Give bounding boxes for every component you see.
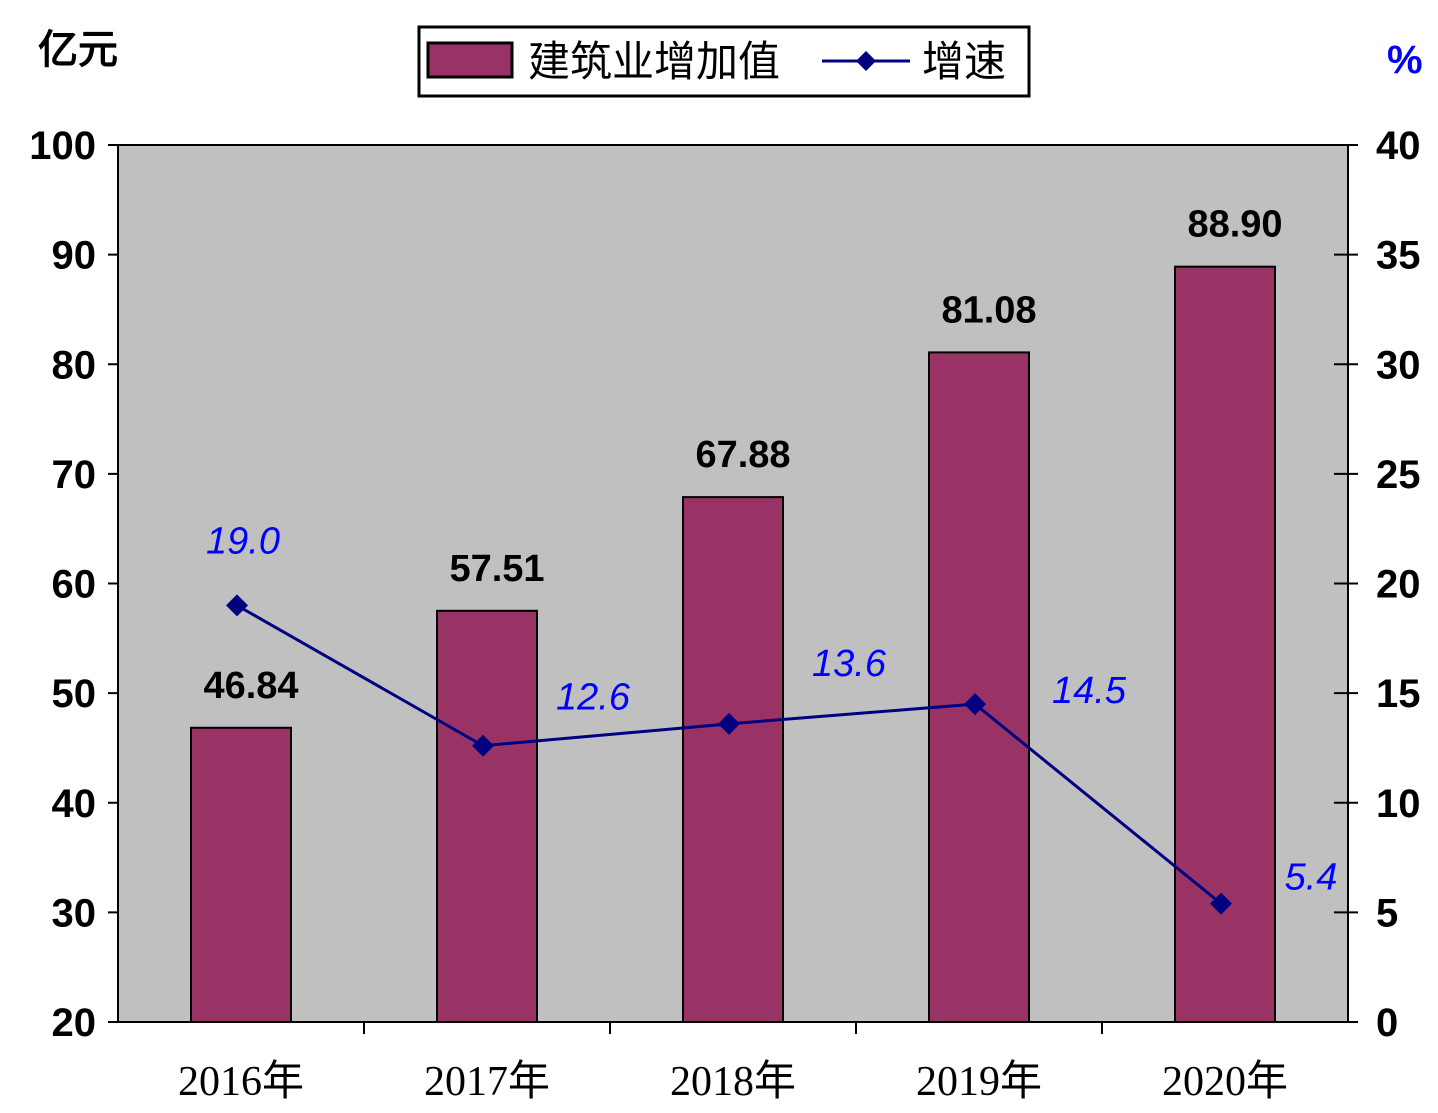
right-axis-tick-label: 30 <box>1376 343 1421 387</box>
legend-line-label: 增速 <box>922 38 1006 85</box>
left-axis-tick-label: 90 <box>52 234 97 278</box>
rate-value-label: 12.6 <box>556 677 631 719</box>
bar-value-label: 46.84 <box>203 665 298 707</box>
bar-value-label: 88.90 <box>1187 204 1282 246</box>
legend-box <box>417 25 1031 98</box>
rate-value-label: 13.6 <box>812 643 887 685</box>
right-axis-tick-label: 15 <box>1376 672 1421 716</box>
x-axis-tick-label: 2019年 <box>916 1058 1042 1105</box>
axes-layer: 20 30 40 50 60 70 80 90 100 0 5 10 15 20 25 30 35 40 2016年… <box>29 124 1420 1105</box>
left-axis-tick-label: 70 <box>52 453 97 497</box>
bar-2020年 <box>1174 265 1276 1023</box>
labels-layer: 46.84 57.51 67.88 81.08 88.90 19.0 12.6 13.6 14.… <box>203 204 1337 899</box>
bar-value-label: 81.08 <box>941 289 1036 331</box>
left-axis-unit: 亿元 <box>38 28 118 72</box>
rate-marker <box>472 734 494 757</box>
left-axis-tick-label: 40 <box>52 782 97 826</box>
rate-marker <box>718 712 740 735</box>
legend-line-marker <box>856 51 876 71</box>
legend-bar-label: 建筑业增加值 <box>528 38 780 85</box>
x-axis-tick-label: 2017年 <box>424 1058 550 1105</box>
right-axis-tick-label: 0 <box>1376 1001 1398 1045</box>
x-axis-tick-label: 2016年 <box>178 1058 304 1105</box>
bar-value-label: 57.51 <box>449 548 544 590</box>
left-axis-tick-label: 80 <box>52 343 97 387</box>
bar-2018年 <box>682 496 784 1024</box>
rate-marker <box>1210 892 1232 915</box>
left-axis-tick-label: 100 <box>29 124 96 168</box>
rate-marker <box>226 594 248 617</box>
bar-2019年 <box>928 351 1030 1023</box>
rate-marker <box>964 693 986 716</box>
bar-value-label: 67.88 <box>695 434 790 476</box>
legend-bar-swatch <box>426 41 514 79</box>
left-axis-tick-label: 50 <box>52 672 97 716</box>
rate-value-label: 14.5 <box>1052 670 1127 712</box>
x-axis-tick-label: 2018年 <box>670 1058 796 1105</box>
right-axis-tick-label: 20 <box>1376 563 1421 607</box>
left-axis-tick-label: 60 <box>52 563 97 607</box>
left-axis-tick-label: 20 <box>52 1001 97 1045</box>
right-axis-tick-label: 35 <box>1376 234 1421 278</box>
line-layer <box>226 594 1232 915</box>
right-axis-tick-label: 25 <box>1376 453 1421 497</box>
x-axis-tick-label: 2020年 <box>1162 1058 1288 1105</box>
right-axis-tick-label: 5 <box>1376 891 1398 935</box>
rate-value-label: 19.0 <box>206 520 280 562</box>
right-axis-tick-label: 10 <box>1376 782 1421 826</box>
legend: 建筑业增加值 增速 <box>417 25 1031 98</box>
bars-layer <box>190 265 1276 1024</box>
bar-2016年 <box>190 726 292 1023</box>
bar-2017年 <box>436 609 538 1023</box>
left-axis-tick-label: 30 <box>52 891 97 935</box>
rate-value-label: 5.4 <box>1285 857 1338 899</box>
right-axis-unit: % <box>1387 38 1423 82</box>
right-axis-tick-label: 40 <box>1376 124 1421 168</box>
